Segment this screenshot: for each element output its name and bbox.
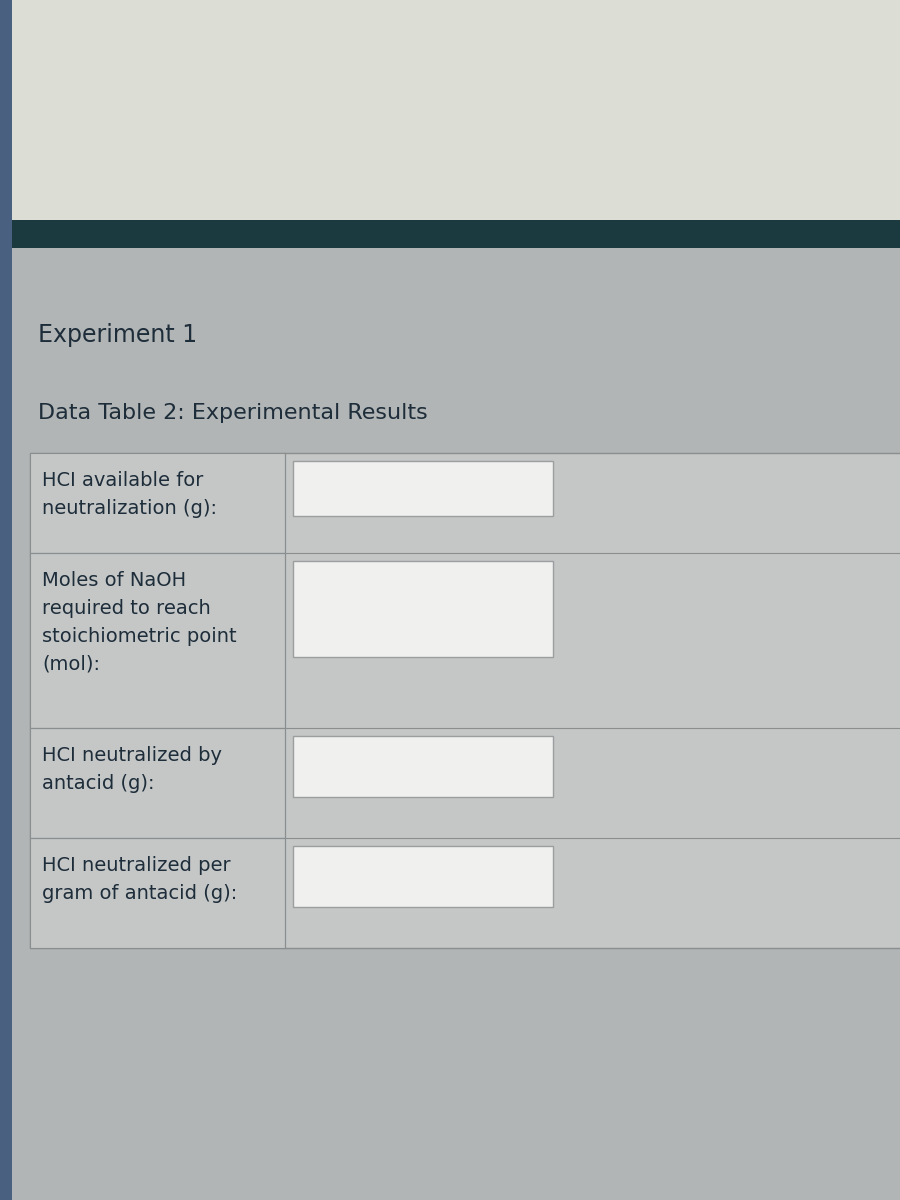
Bar xyxy=(0,80,900,95)
Bar xyxy=(0,144,900,158)
Bar xyxy=(0,98,900,113)
Bar xyxy=(30,452,285,553)
Bar xyxy=(0,74,900,89)
Bar xyxy=(0,138,900,152)
Text: Data Table 2: Experimental Results: Data Table 2: Experimental Results xyxy=(38,403,428,422)
Bar xyxy=(293,846,553,906)
Bar xyxy=(0,92,900,107)
Bar xyxy=(0,0,12,1200)
Bar xyxy=(0,90,900,104)
Bar xyxy=(0,248,900,1200)
Bar xyxy=(30,838,285,948)
Text: HCI neutralized per: HCI neutralized per xyxy=(42,856,230,875)
Bar xyxy=(0,86,900,101)
Bar xyxy=(0,128,900,143)
Bar xyxy=(0,104,900,119)
Text: antacid (g):: antacid (g): xyxy=(42,774,155,793)
Text: gram of antacid (g):: gram of antacid (g): xyxy=(42,884,238,902)
Bar xyxy=(0,124,900,139)
Bar xyxy=(0,102,900,116)
Bar xyxy=(30,553,285,728)
Bar xyxy=(0,114,900,128)
Text: required to reach: required to reach xyxy=(42,599,211,618)
Bar xyxy=(0,136,900,151)
Bar xyxy=(0,132,900,146)
Bar xyxy=(0,0,900,220)
Bar xyxy=(0,72,900,86)
Bar xyxy=(30,452,900,948)
Text: HCI neutralized by: HCI neutralized by xyxy=(42,746,222,766)
Bar xyxy=(30,728,285,838)
Bar xyxy=(0,96,900,110)
Bar xyxy=(0,88,900,103)
Bar xyxy=(0,120,900,134)
Bar xyxy=(0,108,900,122)
Bar xyxy=(0,68,900,83)
Bar xyxy=(0,116,900,131)
Bar xyxy=(0,118,900,133)
Bar xyxy=(293,560,553,658)
Text: Moles of NaOH: Moles of NaOH xyxy=(42,571,186,590)
Bar xyxy=(0,82,900,97)
Bar xyxy=(0,142,900,157)
Bar xyxy=(0,126,900,140)
Bar xyxy=(0,220,900,248)
Bar xyxy=(293,461,553,516)
Bar xyxy=(0,94,900,109)
Bar xyxy=(0,84,900,98)
Bar xyxy=(0,76,900,91)
Text: HCI available for: HCI available for xyxy=(42,470,203,490)
Bar xyxy=(0,110,900,125)
Bar xyxy=(0,112,900,127)
Bar xyxy=(0,70,900,85)
Text: Experiment 1: Experiment 1 xyxy=(38,323,197,347)
Bar xyxy=(0,134,900,149)
Bar xyxy=(293,736,553,797)
Bar xyxy=(0,78,900,92)
Bar xyxy=(0,106,900,121)
Bar xyxy=(0,140,900,155)
Bar xyxy=(0,100,900,115)
Text: stoichiometric point: stoichiometric point xyxy=(42,626,237,646)
Bar xyxy=(0,130,900,145)
Text: neutralization (g):: neutralization (g): xyxy=(42,499,217,518)
Bar xyxy=(0,122,900,137)
Bar xyxy=(0,66,900,80)
Text: (mol):: (mol): xyxy=(42,655,100,674)
